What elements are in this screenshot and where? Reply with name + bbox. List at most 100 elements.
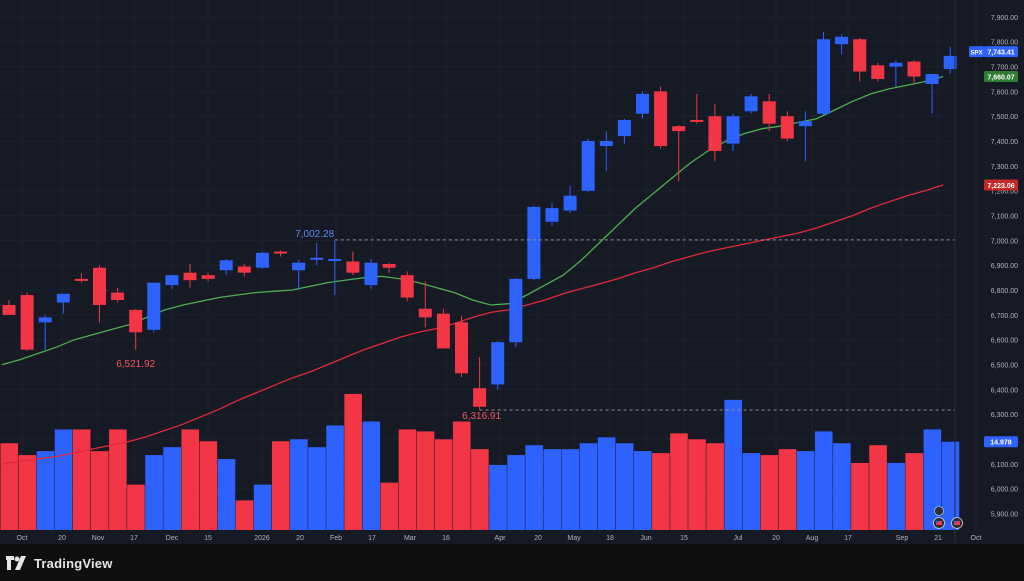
candle[interactable] [237, 264, 251, 277]
price-tick-label: 6,600.00 [991, 338, 1018, 345]
candle[interactable] [708, 103, 722, 161]
candle[interactable] [690, 93, 704, 124]
candle[interactable] [382, 262, 396, 273]
price-axis: 7,900.00 7,800.00 7,700.00 7,600.00 7,500.00… [954, 0, 1018, 544]
candle[interactable] [183, 264, 197, 288]
candle-body [527, 206, 541, 279]
price-tick-label: 6,000.00 [991, 487, 1018, 494]
earnings-marker-icon[interactable] [934, 506, 944, 516]
candle-body [346, 261, 360, 273]
slow-ma-tag: 7,223.06 [984, 179, 1018, 191]
candle[interactable] [636, 91, 649, 119]
time-tick-label: 20 [534, 535, 542, 542]
candle[interactable] [581, 138, 595, 192]
candle[interactable] [545, 203, 559, 226]
candle[interactable] [871, 62, 885, 82]
candle[interactable] [889, 60, 903, 87]
candle[interactable] [672, 124, 686, 181]
candle[interactable] [400, 271, 414, 302]
candle[interactable] [255, 251, 269, 269]
candle[interactable] [455, 316, 468, 377]
volume-bar [398, 429, 417, 530]
candle[interactable] [2, 300, 16, 315]
candle-body [780, 116, 794, 139]
volume-bar [54, 429, 73, 530]
candle[interactable] [364, 259, 378, 289]
candle-body [56, 293, 70, 303]
candle-body [93, 267, 106, 305]
candle[interactable] [907, 60, 921, 84]
candle[interactable] [798, 111, 812, 161]
low-annotation-label: 6,521.92 [116, 359, 155, 370]
volume-bar [271, 441, 290, 530]
candle[interactable] [56, 293, 70, 314]
candle[interactable] [817, 31, 830, 115]
candle[interactable] [473, 357, 487, 410]
candle[interactable] [835, 34, 849, 55]
candle[interactable] [274, 250, 287, 257]
candle[interactable] [147, 282, 161, 333]
candle-body [129, 309, 143, 333]
price-tick-label: 7,200.00 [991, 189, 1018, 196]
candle[interactable] [93, 265, 106, 323]
volume-bar [633, 451, 652, 530]
price-tag-value: 14.978 [990, 440, 1012, 447]
volume-bar [380, 482, 399, 530]
candle[interactable] [436, 308, 450, 349]
candle-body [364, 262, 378, 286]
candle[interactable] [20, 292, 34, 351]
price-tag-box [984, 179, 1018, 191]
candle[interactable] [346, 251, 360, 276]
price-tick-label: 7,400.00 [991, 139, 1018, 146]
price-tick-label: 7,500.00 [991, 114, 1018, 121]
us-flag-marker-icon[interactable] [951, 517, 963, 529]
time-tick-label: 16 [442, 535, 450, 542]
candle[interactable] [165, 275, 179, 289]
candle-body [418, 308, 432, 318]
volume-bar [489, 464, 507, 530]
price-tag-box [984, 71, 1018, 83]
volume-bar [434, 439, 453, 530]
candle-body [165, 275, 179, 286]
candle[interactable] [762, 93, 776, 132]
candle[interactable] [943, 46, 957, 75]
candle[interactable] [617, 118, 631, 144]
candle[interactable] [74, 272, 88, 283]
candle[interactable] [563, 185, 577, 214]
volume-bar [344, 393, 362, 530]
candle[interactable] [201, 272, 215, 282]
volume-bar [597, 437, 616, 530]
candle-body [817, 39, 830, 114]
volume-bar [253, 484, 272, 530]
candle[interactable] [853, 38, 867, 82]
candle[interactable] [111, 287, 125, 303]
volume-bar [561, 449, 580, 530]
candle[interactable] [509, 277, 523, 348]
time-tick-label: Jun [640, 535, 651, 542]
us-flag-marker-icon[interactable] [933, 517, 945, 529]
candle[interactable] [780, 111, 794, 142]
candle[interactable] [129, 308, 143, 350]
candle[interactable] [38, 314, 52, 350]
tradingview-brand[interactable]: TradingView [6, 552, 113, 574]
candle[interactable] [654, 86, 668, 149]
candle[interactable] [527, 205, 541, 281]
candle[interactable] [726, 113, 740, 152]
candle-body [111, 292, 125, 301]
candle-body [617, 119, 631, 137]
time-tick-label: Nov [92, 535, 105, 542]
candle[interactable] [310, 242, 324, 266]
price-tick-label: 6,400.00 [991, 387, 1018, 394]
candle[interactable] [491, 340, 505, 390]
candle-body [636, 93, 649, 114]
candle[interactable] [292, 260, 306, 291]
annotations: 7,002.28 6,521.92 6,316.91 [116, 229, 955, 422]
candle[interactable] [418, 281, 432, 328]
candle[interactable] [328, 240, 342, 296]
candle[interactable] [599, 131, 613, 171]
candle[interactable] [744, 93, 758, 114]
candle[interactable] [925, 74, 939, 114]
candle[interactable] [219, 259, 233, 276]
